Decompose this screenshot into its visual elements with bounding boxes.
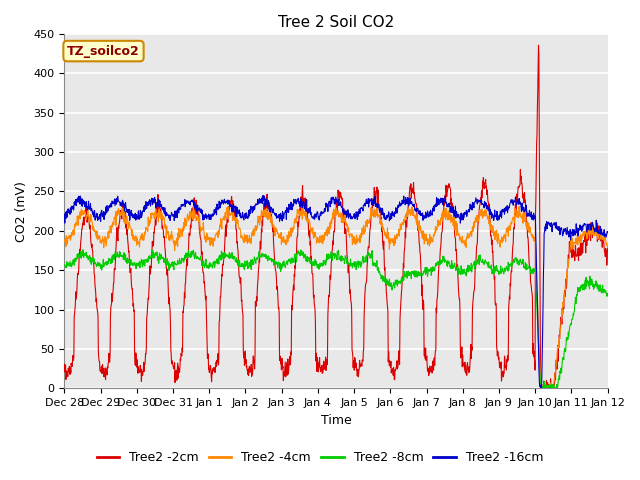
Title: Tree 2 Soil CO2: Tree 2 Soil CO2	[278, 15, 394, 30]
Text: TZ_soilco2: TZ_soilco2	[67, 45, 140, 58]
Legend: Tree2 -2cm, Tree2 -4cm, Tree2 -8cm, Tree2 -16cm: Tree2 -2cm, Tree2 -4cm, Tree2 -8cm, Tree…	[92, 446, 548, 469]
X-axis label: Time: Time	[321, 414, 351, 427]
Y-axis label: CO2 (mV): CO2 (mV)	[15, 180, 28, 241]
